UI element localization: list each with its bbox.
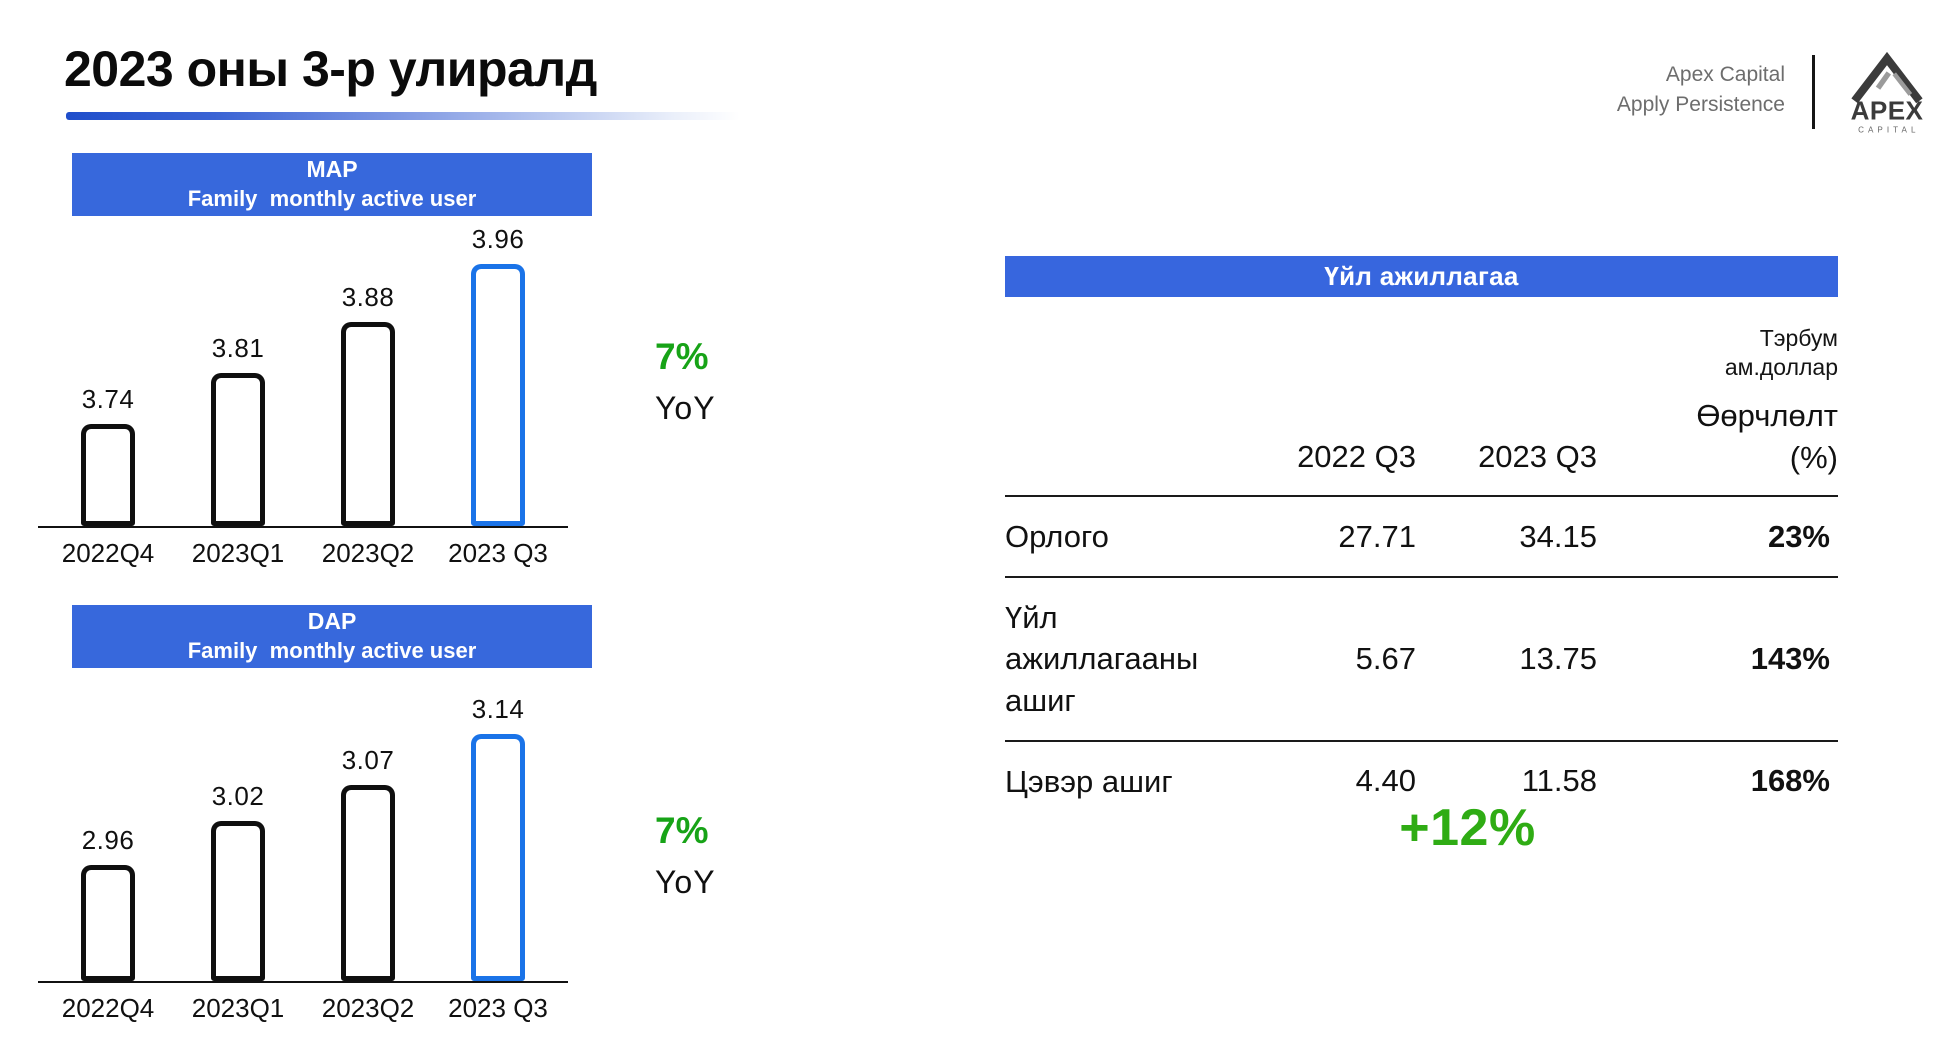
- change-header-line1: Өөрчлөлт: [1696, 398, 1838, 434]
- dap-bar-2022q4: [81, 865, 135, 981]
- logo-subword: CAPITAL: [1858, 125, 1919, 134]
- dap-bar-2023q3-highlighted: [471, 734, 525, 981]
- change-value: 143%: [1750, 641, 1830, 677]
- axis-tick-label: 2023Q1: [191, 993, 285, 1023]
- operations-table: Үйл ажиллагаа 2022 Q3 2023 Q3 Тэрбум ам.…: [1005, 256, 1838, 821]
- dap-chart-header: DAP Family monthly active user: [72, 605, 592, 668]
- operations-table-header-row: 2022 Q3 2023 Q3 Тэрбум ам.доллар Өөрчлөл…: [1005, 297, 1838, 497]
- row-label: Үйл ажиллагааны ашиг: [1005, 600, 1199, 718]
- brand-name: Apex Capital: [1665, 63, 1785, 86]
- dap-bar-group-2022q4: 2.96: [46, 825, 170, 981]
- unit-note-line2: ам.доллар: [1724, 354, 1838, 381]
- bar-value-label: 2.96: [81, 825, 135, 855]
- dap-yoy-annotation: 7% YoY: [655, 810, 716, 901]
- logo-word: APEX: [1851, 96, 1924, 126]
- table-row-revenue: Орлого 27.71 34.15 23%: [1005, 497, 1838, 579]
- dap-bar-chart: 2.96 3.02 3.07 3.14: [38, 685, 568, 983]
- table-row-net-profit: Цэвэр ашиг 4.40 11.58 168%: [1005, 742, 1838, 821]
- map-bar-group-2023q1: 3.81: [176, 333, 300, 526]
- brand-tagline: Apex Capital Apply Persistence: [1555, 60, 1785, 121]
- axis-tick-label: 2023 Q3: [448, 538, 548, 568]
- value-2022q3: 4.40: [1355, 763, 1416, 799]
- axis-tick-label: 2023Q2: [321, 993, 415, 1023]
- change-header: Өөрчлөлт (%): [1597, 395, 1838, 479]
- axis-tick-label: 2022Q4: [61, 993, 155, 1023]
- map-chart-subtitle: Family monthly active user: [187, 186, 477, 212]
- table-row-operating-profit: Үйл ажиллагааны ашиг 5.67 13.75 143%: [1005, 578, 1838, 742]
- change-header-line2: (%): [1789, 440, 1838, 476]
- axis-tick-label: 2023 Q3: [448, 993, 548, 1023]
- change-value: 23%: [1767, 518, 1830, 554]
- column-header-2023q3: 2023 Q3: [1478, 439, 1597, 474]
- brand-slogan: Apply Persistence: [1616, 93, 1785, 117]
- dap-chart-subtitle: Family monthly active user: [187, 638, 477, 664]
- dap-bar-group-2023q2: 3.07: [306, 745, 430, 981]
- value-2023q3: 11.58: [1521, 763, 1597, 799]
- row-label: Цэвэр ашиг: [1005, 763, 1173, 799]
- change-value: 168%: [1750, 763, 1830, 799]
- map-bar-2023q2: [341, 322, 395, 526]
- map-bar-2022q4: [81, 424, 135, 526]
- unit-note: Тэрбум ам.доллар: [1597, 324, 1838, 384]
- map-chart-title: MAP: [306, 156, 358, 183]
- dap-yoy-percent: 7%: [655, 810, 709, 851]
- map-axis-labels: 2022Q4 2023Q1 2023Q2 2023 Q3: [38, 538, 568, 569]
- axis-tick-label: 2023Q1: [191, 538, 285, 568]
- map-yoy-percent: 7%: [655, 336, 709, 377]
- dap-bar-group-2023q1: 3.02: [176, 781, 300, 981]
- map-bar-2023q3-highlighted: [471, 264, 525, 526]
- map-bar-chart: 3.74 3.81 3.88 3.96: [38, 224, 568, 528]
- map-yoy-label: YoY: [655, 390, 716, 426]
- bar-value-label: 3.88: [341, 282, 395, 312]
- map-chart-header: MAP Family monthly active user: [72, 153, 592, 216]
- value-2022q3: 5.67: [1355, 641, 1416, 677]
- bar-value-label: 3.96: [471, 224, 525, 254]
- map-bar-2023q1: [211, 373, 265, 526]
- bar-value-label: 3.07: [341, 745, 395, 775]
- dap-chart-title: DAP: [307, 608, 357, 635]
- dap-yoy-label: YoY: [655, 864, 716, 900]
- column-header-2022q3: 2022 Q3: [1297, 439, 1416, 474]
- bar-value-label: 3.14: [471, 694, 525, 724]
- brand-divider: [1812, 55, 1815, 129]
- axis-tick-label: 2022Q4: [61, 538, 155, 568]
- summary-growth-badge: +12%: [1399, 799, 1536, 857]
- map-bar-group-2023q2: 3.88: [306, 282, 430, 526]
- dap-bar-2023q1: [211, 821, 265, 981]
- page-title: 2023 оны 3-р улиралд: [64, 41, 597, 97]
- value-2023q3: 13.75: [1519, 641, 1597, 677]
- row-label: Орлого: [1005, 519, 1109, 554]
- unit-note-line1: Тэрбум: [1759, 324, 1838, 351]
- bar-value-label: 3.74: [81, 384, 135, 414]
- bar-value-label: 3.02: [211, 781, 265, 811]
- operations-table-title: Үйл ажиллагаа: [1005, 256, 1838, 297]
- apex-capital-logo-icon: APEX CAPITAL: [1851, 51, 1924, 134]
- bar-value-label: 3.81: [211, 333, 265, 363]
- dap-bar-2023q2: [341, 785, 395, 981]
- axis-tick-label: 2023Q2: [321, 538, 415, 568]
- map-yoy-annotation: 7% YoY: [655, 336, 716, 427]
- value-2023q3: 34.15: [1519, 518, 1597, 554]
- change-column-header: Тэрбум ам.доллар Өөрчлөлт (%): [1597, 324, 1838, 479]
- dap-bar-group-2023q3: 3.14: [436, 694, 560, 981]
- title-underline-accent: [66, 112, 740, 120]
- value-2022q3: 27.71: [1338, 518, 1416, 554]
- map-bar-group-2023q3: 3.96: [436, 224, 560, 526]
- dap-axis-labels: 2022Q4 2023Q1 2023Q2 2023 Q3: [38, 993, 568, 1024]
- map-bar-group-2022q4: 3.74: [46, 384, 170, 526]
